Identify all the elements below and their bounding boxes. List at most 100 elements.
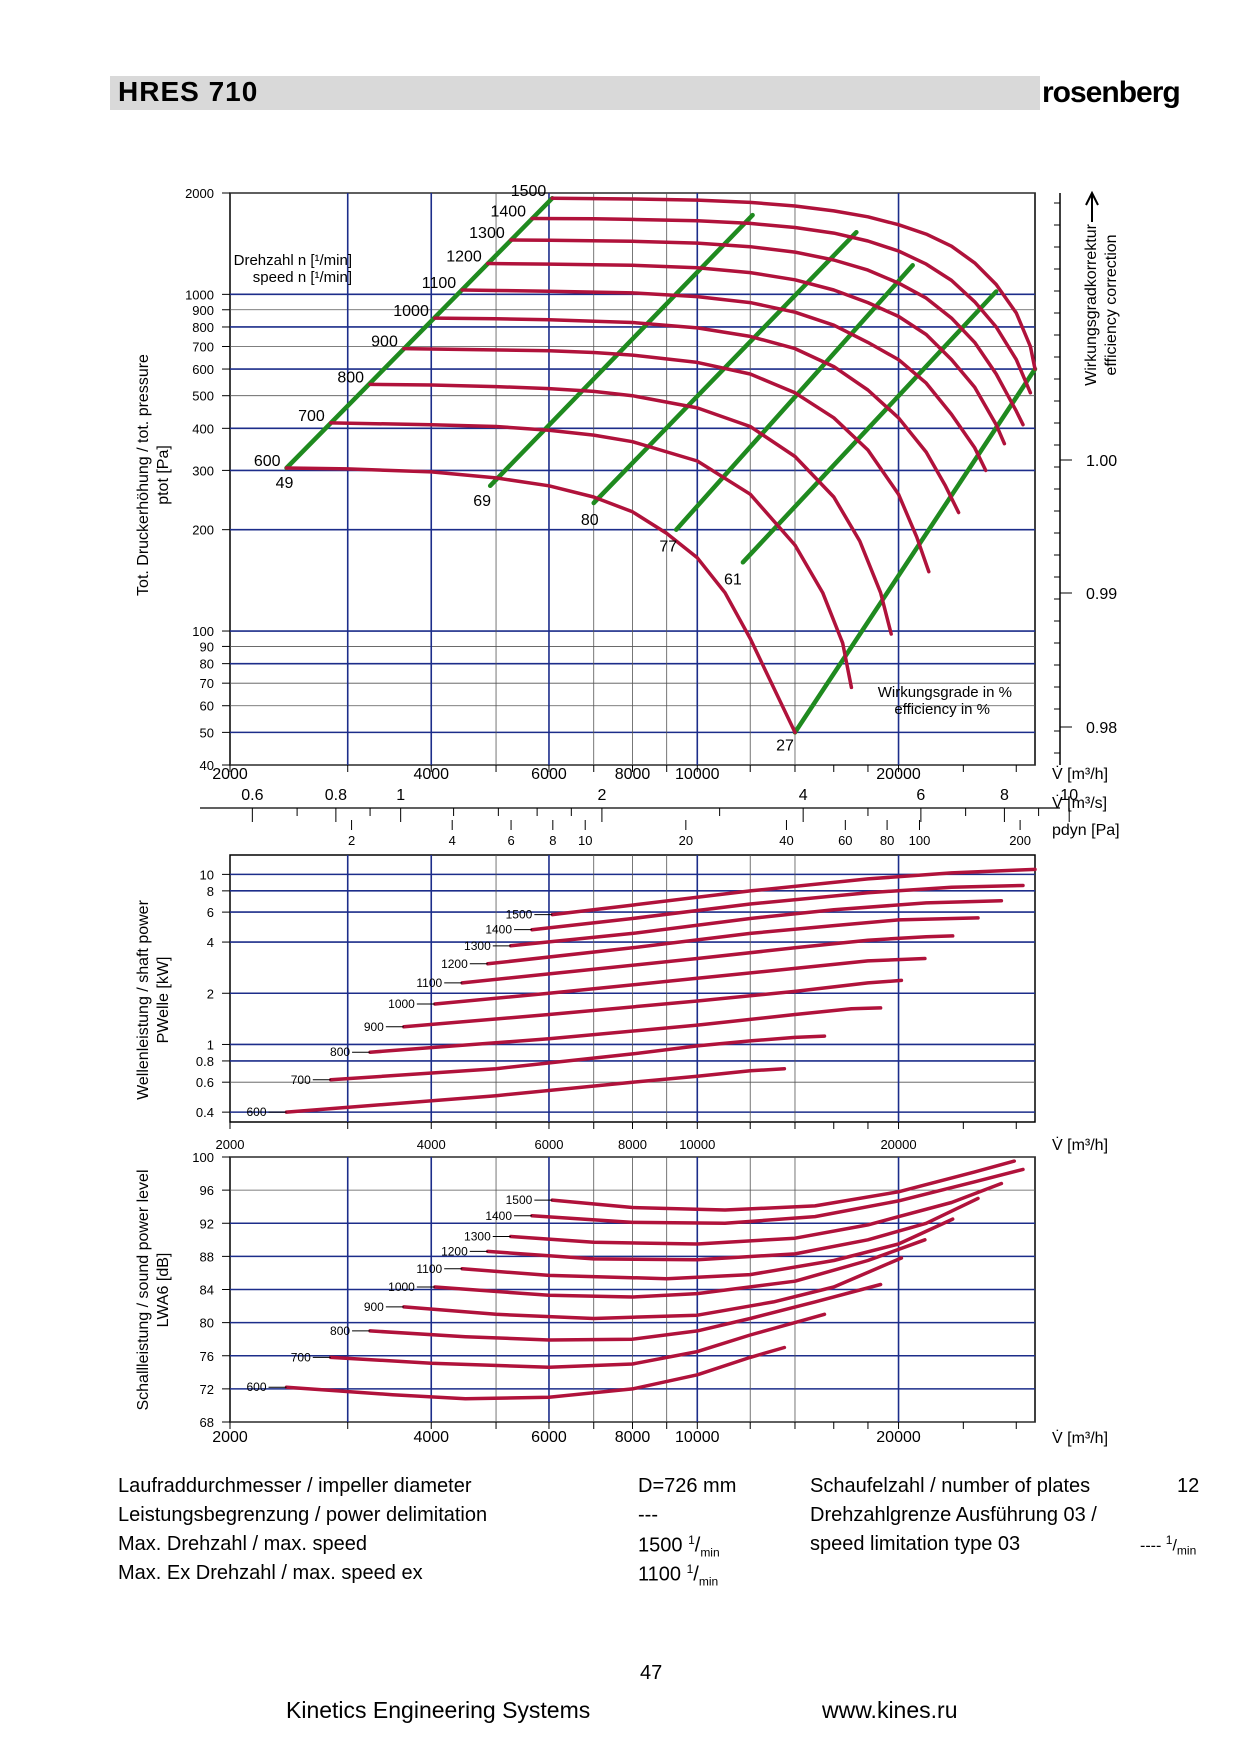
vs-tick-label: 8 (1000, 787, 1009, 804)
x-tick-label: 20000 (880, 1137, 916, 1152)
y-tick-label: 500 (192, 389, 214, 404)
y-tick-label: 1 (207, 1037, 214, 1052)
pdyn-tick-label: 10 (578, 833, 592, 848)
sound-curve (402, 1256, 904, 1321)
speed-curve (368, 382, 893, 636)
page-number: 47 (640, 1662, 663, 1684)
y-tick-label: 6 (207, 905, 214, 920)
pressure-chart: 2000100090080070060050040030020010090807… (135, 183, 1120, 783)
speed-label-de: Drehzahl n [¹/min] (234, 252, 352, 269)
y-tick-label: 0.4 (196, 1105, 214, 1120)
efficiency-label-en: efficiency in % (894, 701, 990, 718)
speed-curve (550, 196, 1037, 371)
speed-label: 1200 (446, 248, 482, 265)
vs-tick-label: 0.6 (241, 787, 263, 804)
power-limit-label: Leistungsbegrenzung / power delimitation (118, 1504, 488, 1526)
max-speed-ex-label: Max. Ex Drehzahl / max. speed ex (118, 1562, 423, 1584)
sound-curve-label: 900 (364, 1300, 384, 1314)
sound-curve (509, 1181, 1004, 1246)
power-curve-label: 800 (330, 1045, 350, 1059)
pdyn-tick-label: 200 (1009, 833, 1031, 848)
x-tick-label: 20000 (876, 766, 921, 783)
max-speed-value: 1500 1/min (638, 1533, 720, 1560)
speed-curve (329, 421, 854, 690)
efficiency-label: 61 (724, 571, 742, 588)
speed-curve (284, 466, 797, 735)
y-axis-label: Schallleistung / sound power level (135, 1169, 152, 1410)
y-tick-label: 100 (192, 1150, 214, 1165)
vs-tick-label: 1 (396, 787, 405, 804)
y-tick-label: 92 (200, 1216, 214, 1231)
y-tick-label: 900 (192, 303, 214, 318)
y-tick-label: 2000 (185, 186, 214, 201)
speed-curve (433, 316, 961, 515)
y2-tick-label: 0.99 (1086, 586, 1117, 603)
power-curve (368, 1006, 883, 1054)
impeller-value: D=726 mm (638, 1475, 737, 1497)
vs-axis-label: V̇ [m³/s] (1052, 794, 1107, 812)
x-tick-label: 8000 (615, 766, 651, 783)
speed-limit-label-1: Drehzahlgrenze Ausführung 03 / (810, 1504, 1097, 1526)
sound-curve (530, 1167, 1025, 1226)
y-axis-label-symbol: ptot [Pa] (155, 445, 172, 505)
sound-curve-label: 800 (330, 1324, 350, 1338)
y-axis-label-symbol: PWelle [kW] (155, 957, 172, 1044)
x-tick-label: 6000 (531, 1429, 567, 1446)
vs-tick-label: 6 (916, 787, 925, 804)
x-tick-label: 8000 (618, 1137, 647, 1152)
efficiency-label-de: Wirkungsgrade in % (878, 684, 1012, 701)
x-axis-label: V̇ [m³/h] (1052, 1136, 1108, 1154)
x-tick-label: 4000 (413, 766, 449, 783)
y-tick-label: 200 (192, 523, 214, 538)
speed-limit-label-2: speed limitation type 03 (810, 1533, 1021, 1555)
arrow-icon (1085, 190, 1099, 222)
x-tick-label: 10000 (679, 1137, 715, 1152)
efficiency-line (792, 366, 1038, 735)
y2-tick-label: 0.98 (1086, 720, 1117, 737)
brand-logo: rosenberg (1042, 76, 1181, 109)
sound-curve (368, 1282, 883, 1342)
y-tick-label: 300 (192, 463, 214, 478)
y-tick-label: 90 (200, 639, 214, 654)
x-axis-label: V̇ [m³/h] (1052, 1429, 1108, 1447)
sound-curve-label: 1200 (441, 1244, 468, 1258)
speed-curve (402, 346, 931, 574)
y2-axis-label: Wirkungsgradkorrektur (1083, 223, 1100, 386)
y-tick-label: 8 (207, 884, 214, 899)
y-axis-label: Tot. Druckerhöhung / tot. pressure (135, 354, 152, 596)
power-curve-label: 1100 (416, 976, 442, 990)
efficiency-line (487, 212, 755, 489)
y-tick-label: 700 (192, 340, 214, 355)
pdyn-tick-label: 80 (880, 833, 894, 848)
pdyn-tick-label: 60 (838, 833, 852, 848)
y-tick-label: 68 (200, 1415, 214, 1430)
sound-curve-label: 1300 (464, 1230, 491, 1244)
efficiency-label: 49 (276, 475, 294, 492)
speed-label: 900 (371, 334, 398, 351)
pdyn-tick-label: 40 (779, 833, 793, 848)
y-tick-label: 84 (200, 1283, 214, 1298)
speed-label-en: speed n [¹/min] (253, 269, 352, 286)
power-curve (550, 867, 1037, 917)
y-tick-label: 60 (200, 699, 214, 714)
power-curve (509, 898, 1004, 948)
power-curve-label: 1300 (464, 939, 491, 953)
sound-curve (329, 1312, 827, 1370)
sound-curve (486, 1196, 980, 1262)
footer-website: www.kines.ru (822, 1697, 958, 1723)
y-tick-label: 600 (192, 362, 214, 377)
speed-label: 1100 (422, 275, 457, 292)
y-tick-label: 88 (200, 1249, 214, 1264)
power-curve (486, 916, 980, 966)
efficiency-line (740, 289, 999, 565)
page-title: HRES 710 (118, 76, 259, 107)
power-curve-label: 1000 (388, 997, 415, 1011)
x-tick-label: 10000 (675, 766, 720, 783)
x-tick-label: 6000 (531, 766, 567, 783)
x-tick-label: 10000 (675, 1429, 720, 1446)
plates-label: Schaufelzahl / number of plates (810, 1475, 1091, 1497)
secondary-axes: 0.6 0.8 1 2 4 6 8 10V̇ [m³/s]2 4 6 8 10 20 40 60 80 100 2… (200, 787, 1120, 848)
y2-axis-label-en: efficiency correction (1103, 234, 1120, 375)
y-tick-label: 10 (200, 867, 214, 882)
